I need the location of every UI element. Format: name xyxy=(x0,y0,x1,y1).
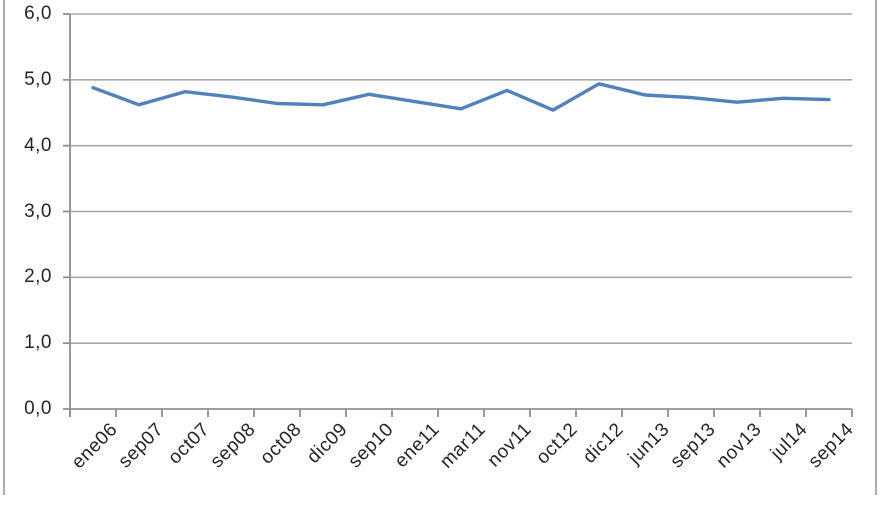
plot-area xyxy=(63,13,853,417)
chart-frame-right-border xyxy=(875,0,877,495)
y-tick-label: 1,0 xyxy=(24,332,52,354)
y-tick-label: 6,0 xyxy=(24,3,52,24)
y-tick-label: 3,0 xyxy=(24,200,52,222)
data-line-series xyxy=(91,82,831,112)
y-tick-label: 5,0 xyxy=(24,68,52,90)
y-tick-label: 2,0 xyxy=(24,266,52,288)
chart-frame-left-border xyxy=(3,0,5,495)
y-tick-label: 4,0 xyxy=(24,134,52,156)
y-tick-label: 0,0 xyxy=(24,398,52,419)
line-chart: 0,0 1,0 2,0 3,0 4,0 5,0 6,0 ene06 sep07 oct07 sep… xyxy=(3,0,877,495)
